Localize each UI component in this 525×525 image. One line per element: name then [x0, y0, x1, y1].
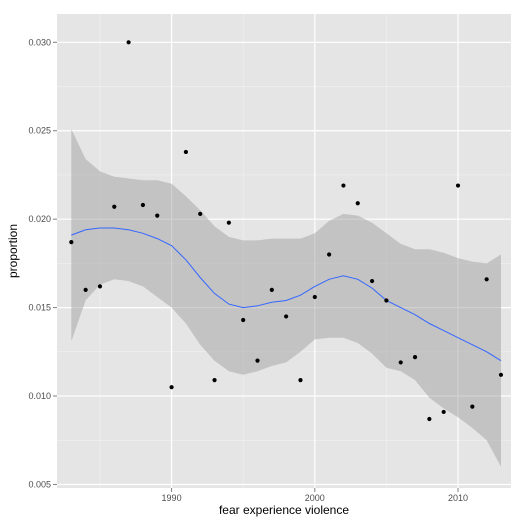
data-point: [427, 416, 432, 422]
data-point: [455, 183, 461, 188]
data-point: [341, 183, 346, 188]
data-point: [312, 294, 317, 300]
data-point: [112, 204, 117, 209]
data-point: [369, 278, 375, 284]
smooth-line: [71, 227, 502, 362]
data-point: [69, 240, 74, 245]
y-tick-label: 0.005: [28, 479, 51, 489]
data-point: [412, 355, 418, 360]
data-point: [441, 409, 446, 415]
data-point: [140, 202, 146, 208]
data-point: [169, 385, 174, 390]
data-point: [398, 360, 403, 365]
y-tick-label: 0.020: [28, 214, 51, 224]
data-point: [255, 358, 260, 363]
data-point: [155, 213, 160, 218]
data-point: [498, 372, 504, 377]
x-tick-label: 1990: [162, 493, 182, 503]
data-point: [226, 220, 231, 225]
plot-panel: [57, 14, 511, 488]
y-tick-label: 0.030: [28, 37, 51, 47]
y-tick-label: 0.015: [28, 303, 51, 313]
x-tick-label: 2010: [448, 493, 468, 503]
data-point: [83, 287, 88, 293]
x-tick-label: 2000: [305, 493, 325, 503]
y-axis: 0.005 0.010 0.015 0.020 0.025 0.030: [28, 37, 57, 489]
data-point: [241, 317, 246, 323]
y-tick-label: 0.025: [28, 126, 51, 136]
y-axis-title: proportion: [6, 224, 20, 278]
data-point: [198, 211, 203, 216]
data-point: [327, 252, 332, 257]
data-points: [69, 40, 504, 422]
data-point: [484, 277, 489, 282]
data-point: [384, 298, 389, 303]
data-point: [97, 284, 103, 289]
data-point: [126, 40, 131, 45]
data-point: [355, 201, 360, 206]
confidence-band: [71, 129, 502, 467]
y-tick-label: 0.010: [28, 391, 51, 401]
data-point: [298, 378, 303, 383]
x-axis-title: fear experience violence: [219, 503, 349, 517]
minor-gridlines: [57, 14, 511, 488]
data-point: [269, 287, 274, 293]
data-point: [470, 404, 475, 409]
data-point: [212, 378, 217, 383]
data-point: [183, 149, 188, 155]
major-gridlines: [57, 14, 511, 488]
x-axis: 1990 2000 2010: [162, 488, 468, 503]
data-point: [284, 314, 289, 319]
